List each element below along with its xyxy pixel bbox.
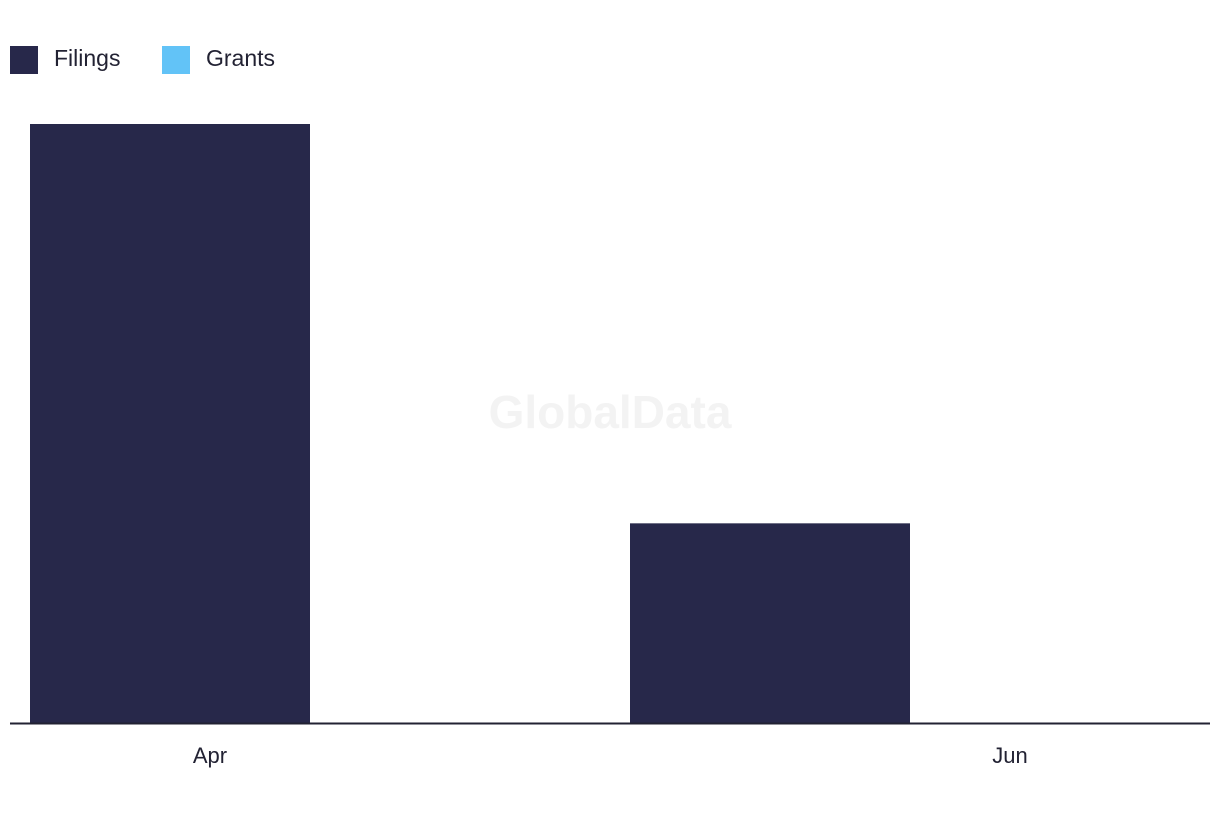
legend-swatch-grants — [162, 46, 190, 74]
bar-filings-apr — [30, 124, 310, 723]
legend: Filings Grants — [10, 45, 275, 74]
x-tick-label-jun: Jun — [992, 743, 1027, 768]
bar-filings-jun — [630, 523, 910, 723]
x-tick-label-apr: Apr — [193, 743, 227, 768]
legend-label-grants: Grants — [206, 45, 275, 71]
legend-item-grants[interactable]: Grants — [162, 45, 275, 74]
legend-label-filings: Filings — [54, 45, 120, 71]
legend-swatch-filings — [10, 46, 38, 74]
legend-item-filings[interactable]: Filings — [10, 45, 120, 74]
bars — [30, 124, 910, 723]
watermark: GlobalData — [489, 386, 732, 438]
